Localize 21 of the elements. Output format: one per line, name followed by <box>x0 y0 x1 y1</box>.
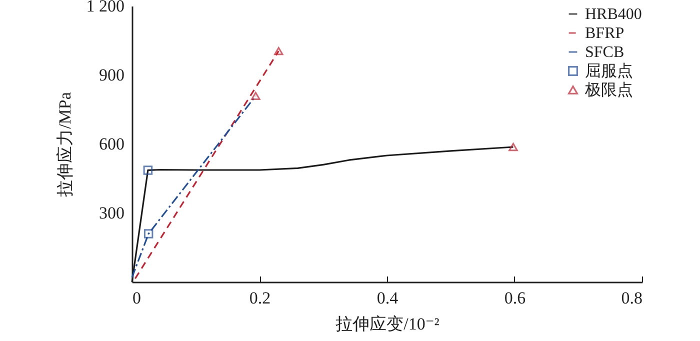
legend-label: HRB400 <box>585 6 642 23</box>
point <box>144 229 154 238</box>
x-tick-label: 0.2 <box>249 288 271 308</box>
point <box>251 92 260 100</box>
x-tick-label: 0.4 <box>376 288 399 308</box>
x-tick-label: 0.6 <box>504 288 526 308</box>
y-tick-label: 1 200 <box>86 0 124 16</box>
legend-label: 屈服点 <box>585 62 633 80</box>
legend-label: SFCB <box>585 44 624 61</box>
y-tick-label: 600 <box>99 134 124 154</box>
point <box>143 166 153 175</box>
point <box>274 46 284 56</box>
y-axis-title: 拉伸应力/MPa <box>55 92 74 197</box>
legend-label: BFRP <box>585 25 624 42</box>
y-tick-label: 300 <box>99 204 124 222</box>
point <box>508 142 518 152</box>
x-tick-label: 0 <box>132 288 141 308</box>
y-tick-label: 900 <box>99 66 124 84</box>
x-axis-title: 拉伸应变/10⁻² <box>336 314 440 334</box>
legend-label: 极限点 <box>584 81 633 99</box>
x-tick-label: 0.8 <box>621 288 642 308</box>
